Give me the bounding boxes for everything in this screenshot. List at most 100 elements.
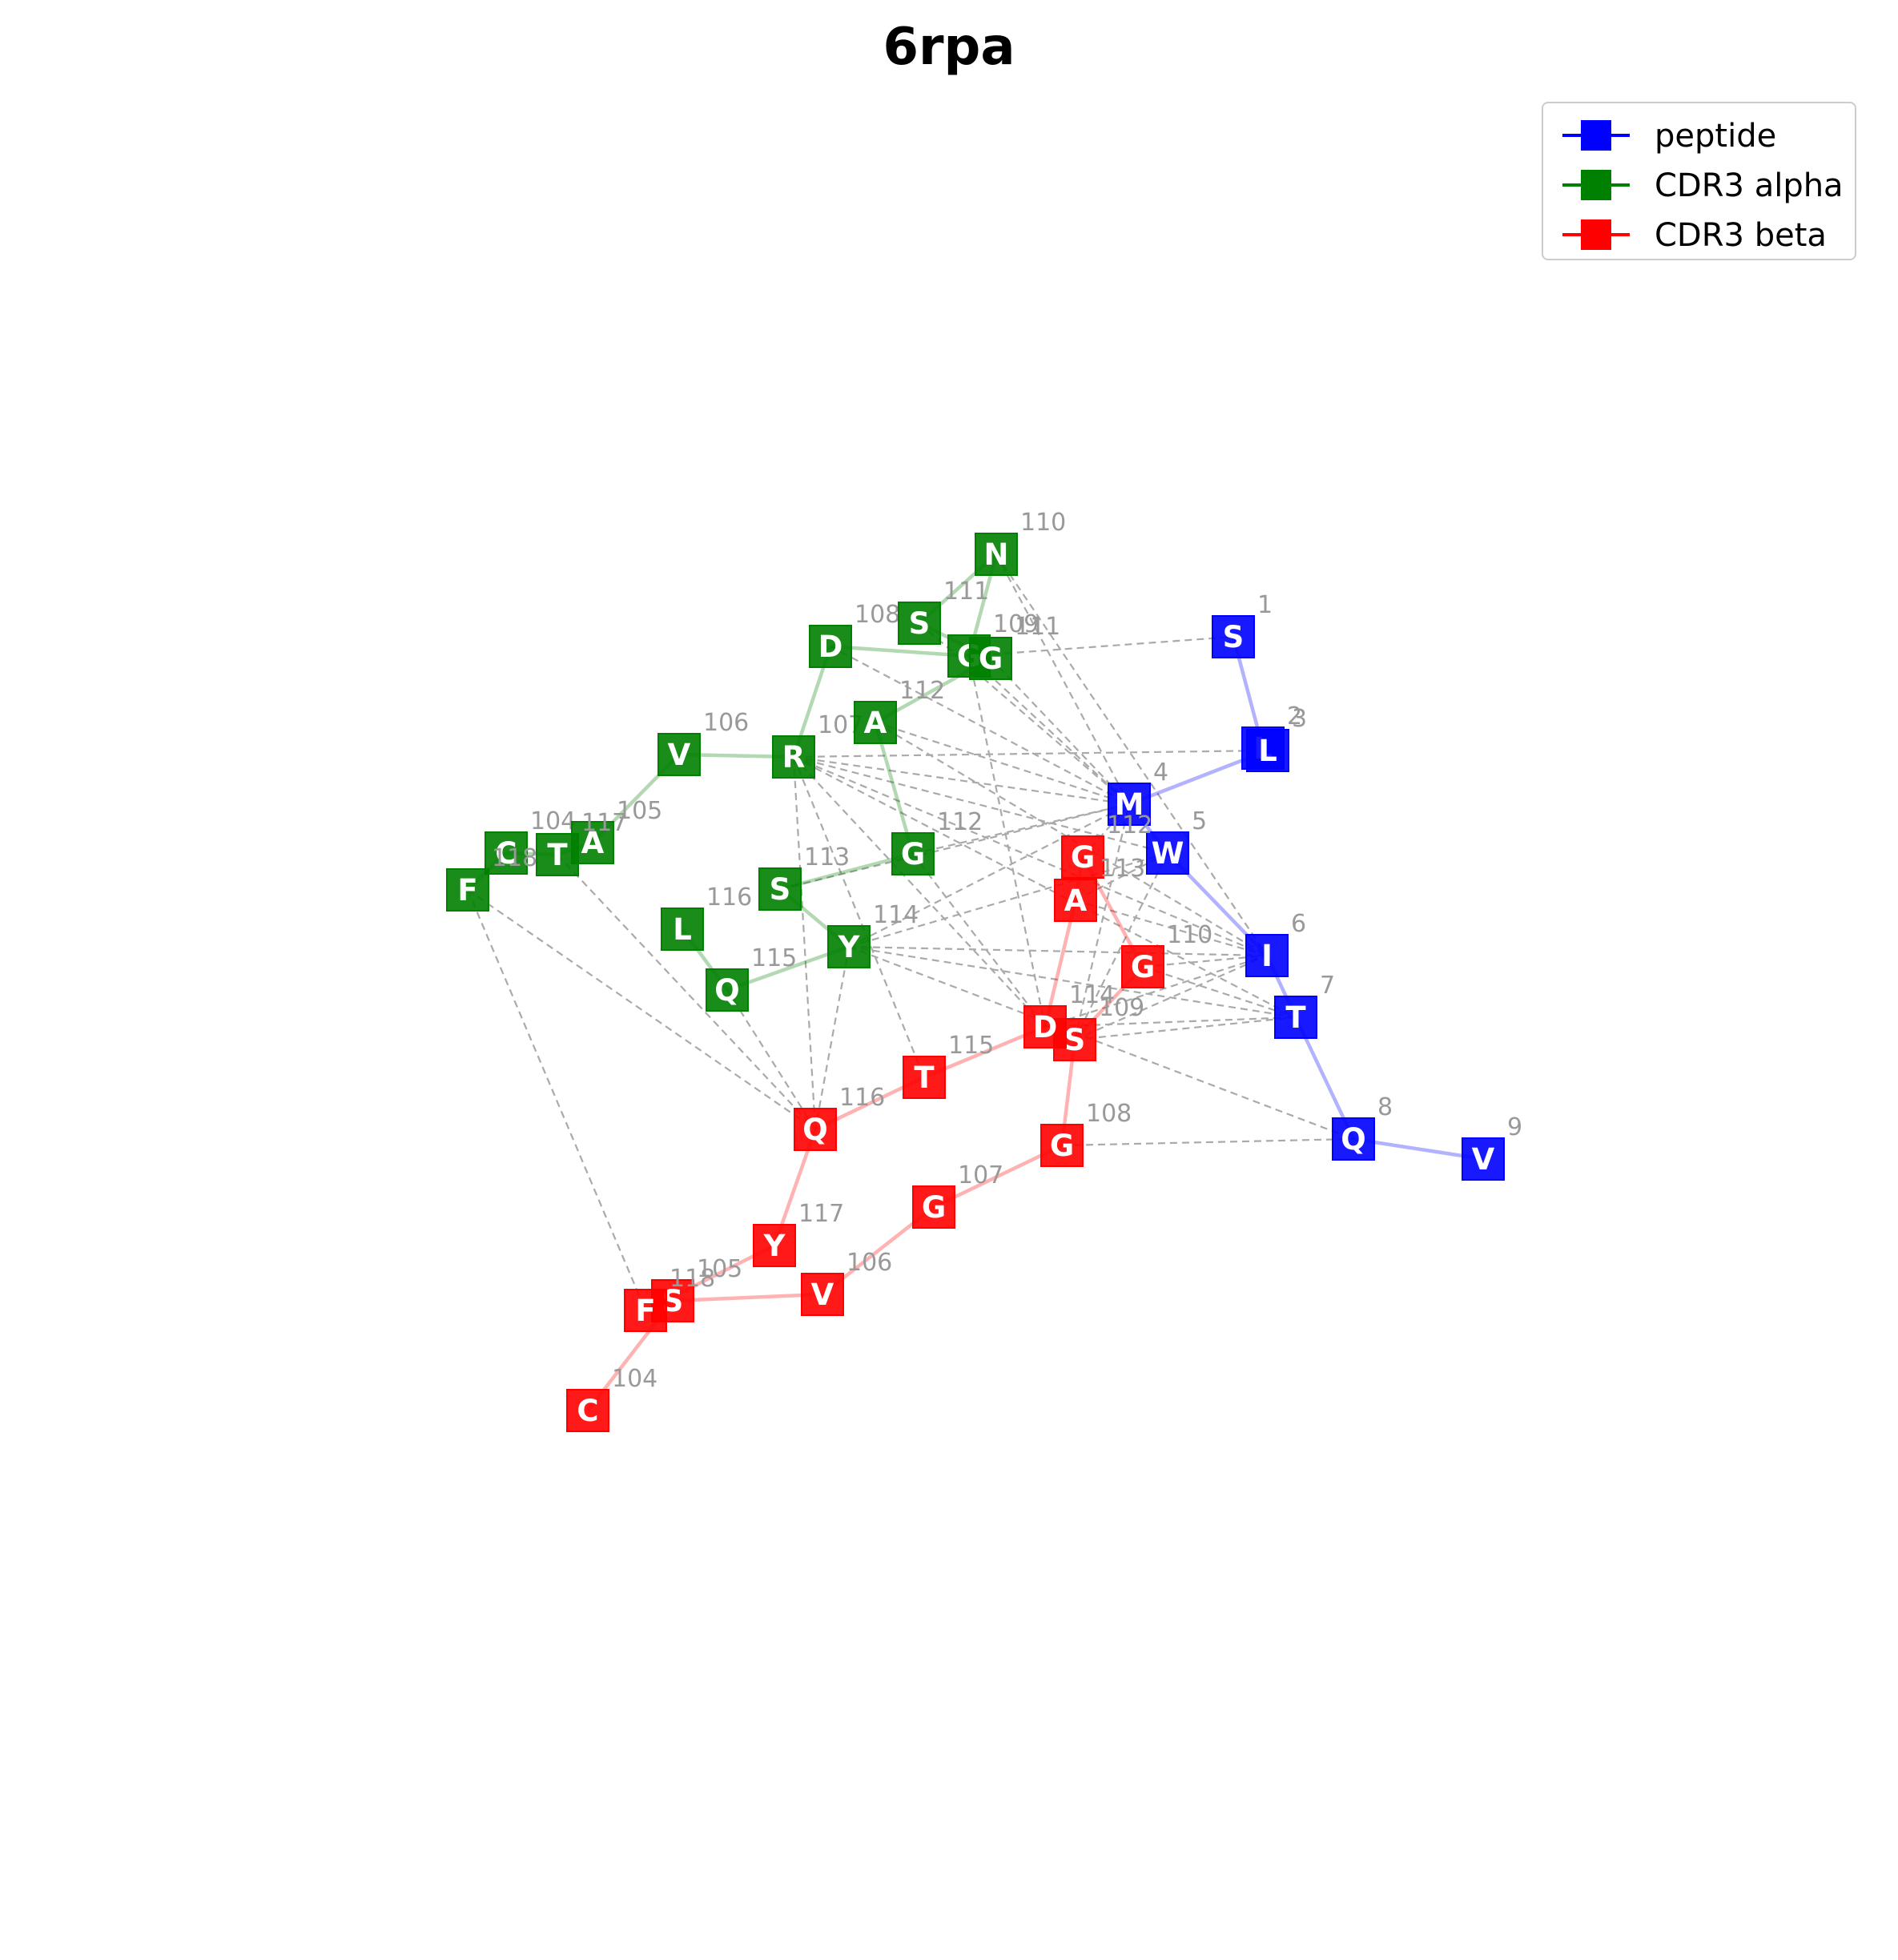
residue-node: C 104 — [566, 1365, 657, 1432]
residue-letter: A — [581, 826, 605, 860]
residue-letter: G — [1131, 950, 1155, 984]
residue-letter: A — [1064, 883, 1088, 918]
residue-number: 8 — [1377, 1093, 1393, 1121]
chart-title: 6rpa — [883, 18, 1015, 77]
residue-marker — [1023, 1005, 1067, 1048]
contact-edge — [848, 945, 1354, 1141]
residue-marker — [446, 868, 489, 912]
residue-letter: R — [782, 740, 806, 775]
legend-label: CDR3 beta — [1655, 217, 1827, 254]
residue-letter: Y — [763, 1229, 786, 1263]
residue-node: D 114 — [1023, 981, 1115, 1048]
residue-node: A 112 — [854, 677, 945, 744]
residue-node: F 118 — [446, 844, 537, 912]
contact-edge — [1074, 852, 1168, 1040]
residue-node: D 108 — [809, 601, 900, 668]
residue-marker — [891, 832, 935, 875]
residue-marker — [706, 968, 749, 1012]
residue-marker — [912, 1185, 955, 1229]
residue-letter: G — [1050, 1129, 1074, 1163]
residue-node: L3 — [1246, 705, 1307, 772]
contact-edge — [848, 945, 1297, 1019]
residue-letter: C — [577, 1394, 598, 1428]
contact-edge — [968, 655, 1130, 805]
residue-node: S 111 — [898, 578, 989, 645]
residue-node: T7 — [1274, 972, 1335, 1039]
residue-number: 106 — [846, 1249, 892, 1277]
residue-marker — [1274, 996, 1317, 1039]
contact-edge — [1075, 899, 1268, 957]
residue-letter: D — [1033, 1010, 1058, 1044]
residue-node: G 112 — [1061, 811, 1152, 879]
contact-edge — [919, 622, 1130, 805]
residue-node: I6 — [1245, 910, 1306, 977]
residue-node: V9 — [1462, 1113, 1522, 1181]
residue-marker — [758, 867, 802, 911]
residue-letter: Q — [802, 1113, 827, 1147]
residue-node: L 116 — [661, 883, 752, 951]
contact-edge — [467, 889, 816, 1130]
backbone-segment — [672, 1292, 823, 1303]
residue-letter: Q — [714, 973, 739, 1008]
residue-number: 6 — [1291, 910, 1306, 938]
residue-number: 110 — [1167, 921, 1212, 949]
residue-number: 113 — [804, 843, 850, 871]
legend: peptide CDR3 alpha CDR3 beta — [1542, 102, 1856, 260]
contact-edge — [990, 658, 1130, 805]
residue-number: 1 — [1257, 591, 1273, 619]
contact-edge — [968, 635, 1234, 658]
residue-letter: Q — [1341, 1122, 1365, 1157]
residue-node: A 113 — [1054, 855, 1145, 922]
residue-node: Q 116 — [794, 1084, 885, 1151]
contact-edge — [557, 854, 816, 1130]
contact-edge — [1044, 954, 1268, 1028]
contact-edge — [1142, 954, 1268, 968]
residue-letter: F — [457, 873, 477, 908]
residue-number: 2 — [1287, 702, 1302, 730]
residue-number: 109 — [1099, 994, 1144, 1022]
legend-item-cdr3-alpha: CDR3 alpha — [1554, 163, 1851, 207]
contact-edges — [466, 553, 1354, 1311]
residue-node: N 110 — [975, 509, 1066, 576]
contact-edge — [1073, 803, 1131, 1040]
contact-edge — [848, 803, 1130, 948]
contact-edge — [793, 755, 1268, 957]
contact-edge — [793, 756, 1046, 1028]
residue-letter: G — [1071, 840, 1095, 875]
contact-edge — [912, 853, 1046, 1028]
residue-number: 106 — [703, 709, 749, 737]
residue-marker — [1245, 934, 1289, 977]
residue-number: 118 — [670, 1265, 715, 1293]
residue-letter: M — [1115, 787, 1144, 822]
residue-marker — [536, 833, 579, 876]
residue-marker — [1061, 835, 1104, 879]
residue-number: 114 — [1069, 981, 1115, 1009]
contact-edge — [967, 655, 1047, 1028]
residue-marker — [1332, 1117, 1375, 1161]
contact-edge — [1061, 1137, 1354, 1147]
residue-node: G 111 — [969, 613, 1060, 680]
residue-marker — [1146, 831, 1189, 875]
backbone-segment — [779, 851, 914, 891]
contact-edge — [792, 756, 926, 1078]
contact-edge — [792, 756, 817, 1130]
residue-letter: Y — [838, 930, 861, 964]
residue-number: 116 — [839, 1084, 885, 1112]
residue-marker — [898, 602, 941, 645]
residue-node: S1 — [1212, 591, 1273, 658]
residue-letter: W — [1152, 836, 1184, 871]
residue-number: 7 — [1320, 972, 1335, 1000]
residue-marker — [1121, 945, 1164, 988]
residue-number: 107 — [958, 1161, 1003, 1189]
residue-marker — [1108, 783, 1151, 826]
residue-number: 104 — [530, 807, 576, 835]
contact-edge — [814, 946, 850, 1130]
residue-node: G 110 — [1121, 921, 1212, 988]
residue-number: 115 — [751, 944, 797, 972]
residue-node: F 118 — [624, 1265, 715, 1332]
residue-letter: N — [984, 537, 1009, 572]
contact-edge — [875, 722, 1268, 956]
residue-letter: T — [914, 1060, 935, 1095]
residue-marker — [1462, 1137, 1505, 1181]
